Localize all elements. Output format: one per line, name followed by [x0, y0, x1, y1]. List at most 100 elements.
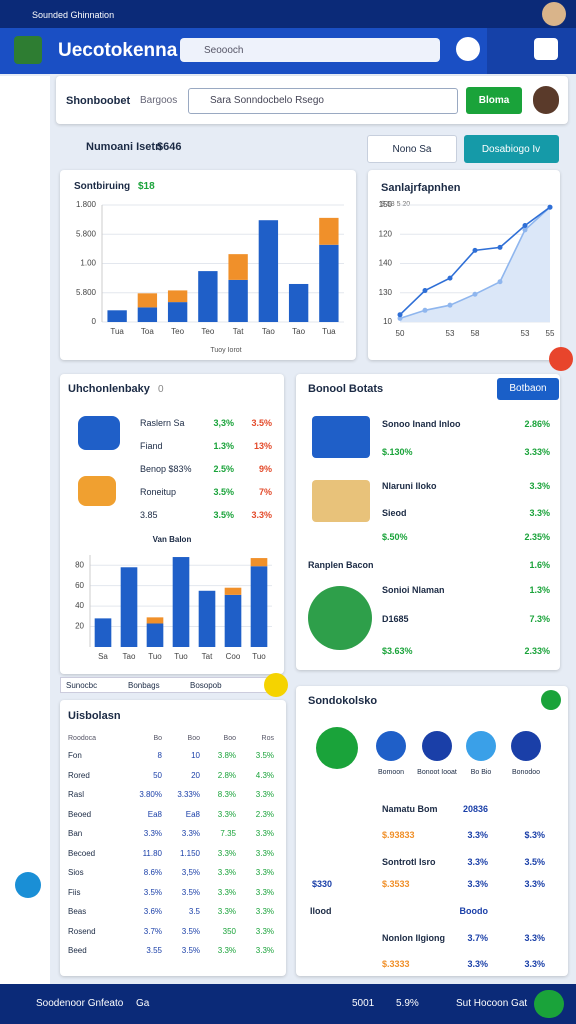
cell: Sieod: [382, 508, 407, 518]
cell: 3.7%: [143, 926, 162, 936]
cell: 1.6%: [529, 560, 550, 570]
cell: Rosend: [68, 926, 96, 936]
tool-icon[interactable]: [376, 731, 406, 761]
column-header: Boo: [223, 735, 236, 742]
cell: 3.3%: [255, 829, 274, 838]
button-label: Bloma: [478, 95, 510, 106]
table-title: Uisbolasn: [68, 710, 121, 722]
cell: 3.5%: [181, 887, 200, 897]
tools-badge[interactable]: [541, 690, 561, 710]
cell: 3.5%: [255, 751, 274, 760]
icon-label: Bomoon: [377, 769, 405, 776]
teal-button[interactable]: [464, 135, 559, 163]
column-header: Ros: [261, 735, 274, 742]
user-avatar[interactable]: [533, 86, 559, 114]
cell: Benop $83%: [140, 464, 192, 474]
cell: 3.7%: [467, 933, 488, 943]
cell: 3.5%: [143, 887, 162, 897]
panel-title: Uhchonlenbaky: [68, 383, 150, 395]
search-button[interactable]: [456, 37, 480, 61]
tab: Bonbags: [128, 681, 160, 690]
panel-badge: 0: [158, 384, 164, 395]
cell: Ilood: [310, 906, 332, 916]
cell: Beed: [68, 946, 87, 955]
cell: 3.5: [188, 907, 200, 916]
illustration: [308, 586, 372, 650]
cell: Nonlon Ilgiong: [382, 933, 445, 943]
cell: $.3333: [382, 959, 410, 969]
cell: 3.3%: [255, 946, 274, 955]
tool-icon[interactable]: [511, 731, 541, 761]
tool-badge[interactable]: [264, 673, 288, 697]
header-actions: [487, 28, 576, 74]
cell: 11.80: [142, 848, 162, 858]
cell: Fiis: [68, 887, 81, 897]
cell: 8.6%: [143, 868, 162, 877]
cell: $.50%: [382, 532, 408, 542]
bottom-action[interactable]: [534, 990, 564, 1018]
cell: 7.35: [220, 829, 236, 838]
button-label: Nono Sa: [392, 144, 432, 155]
cell: 1.3%: [529, 585, 550, 595]
cell: 350: [222, 926, 236, 936]
summary-label: Numoani Isetn: [86, 141, 162, 153]
cell: 10: [191, 751, 200, 760]
table-card: [60, 700, 286, 976]
cell: D1685: [382, 614, 409, 624]
search-box[interactable]: [180, 38, 440, 62]
cell: 4.3%: [255, 770, 274, 780]
cell: 3.80%: [139, 790, 162, 799]
toolbar-title: Shonboobet: [66, 95, 131, 107]
cell: Ea8: [147, 809, 162, 819]
cell: $3.63%: [382, 646, 413, 656]
panel-button[interactable]: [497, 378, 559, 400]
button-label: Dosabiogo Iv: [481, 144, 541, 155]
select[interactable]: [188, 88, 458, 114]
cell: 7%: [258, 487, 272, 497]
chart-title: Van Balon: [152, 535, 192, 544]
cell: 3.3%: [255, 868, 274, 877]
cell: 3.3%: [467, 830, 488, 840]
bottom-bar: [0, 984, 576, 1024]
cell: Sonoo Inand Inloo: [382, 419, 461, 429]
cell: 3.3%: [217, 809, 236, 819]
illustration: [78, 416, 120, 450]
icon-label: Bonoot Iooat: [417, 769, 457, 776]
cell: 3.3%: [524, 959, 545, 969]
cell: 1.3%: [213, 441, 234, 451]
cell: 3.6%: [143, 907, 162, 916]
cell: 3.5%: [213, 487, 234, 497]
cell: Ranplen Bacon: [308, 560, 374, 570]
cell: 3,3%: [213, 418, 234, 428]
cell: 3.3%: [529, 508, 550, 518]
revenue-card: [60, 170, 356, 360]
cell: 2.5%: [213, 464, 234, 474]
cell: 3.3%: [467, 857, 488, 867]
cell: 2.33%: [524, 646, 550, 656]
cell: 3.3%: [251, 510, 272, 520]
toolbar-tab: Bargoos: [140, 95, 178, 106]
cell: 8: [157, 751, 162, 760]
icon-label: Bonodoo: [511, 769, 541, 776]
header-icon[interactable]: [534, 38, 558, 60]
secondary-button[interactable]: [367, 135, 457, 163]
bottom-chip: Ga: [136, 998, 150, 1009]
tool-icon[interactable]: [466, 731, 496, 761]
sidebar-button[interactable]: [15, 872, 41, 898]
cell: 13%: [253, 441, 272, 451]
tool-icon[interactable]: [316, 727, 358, 769]
bottom-stat: 5001: [352, 998, 375, 1009]
card-title: Sondokolsko: [308, 695, 378, 707]
cell: Raslern Sa: [140, 418, 185, 428]
cell: 3.5%: [213, 510, 234, 520]
avatar[interactable]: [542, 2, 566, 26]
close-button[interactable]: [549, 347, 573, 371]
tool-icon[interactable]: [422, 731, 452, 761]
primary-button[interactable]: [466, 87, 522, 114]
illustration: [78, 476, 116, 506]
chart-title: Sanlajrfapnhen: [381, 182, 461, 194]
cell: $.130%: [382, 447, 413, 457]
cell: 20: [191, 770, 200, 780]
cell: 3.3%: [255, 848, 274, 858]
